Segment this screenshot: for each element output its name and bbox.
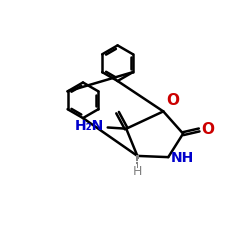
Text: H₂N: H₂N [75, 119, 104, 133]
Text: O: O [202, 122, 215, 138]
Text: H: H [133, 165, 142, 178]
Text: O: O [166, 94, 179, 108]
Text: NH: NH [171, 151, 194, 165]
